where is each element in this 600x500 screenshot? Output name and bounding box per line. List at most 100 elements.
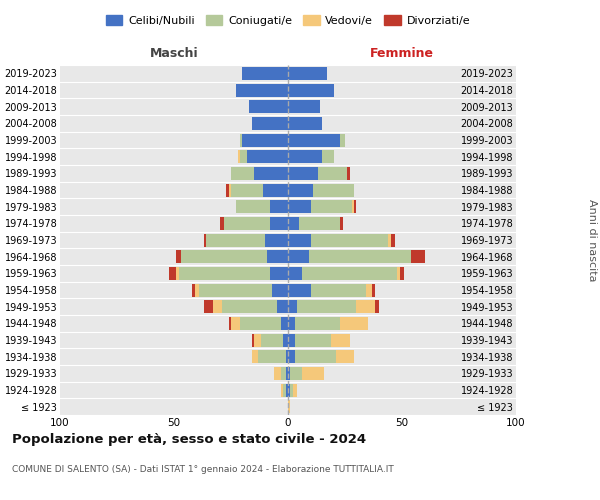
Bar xyxy=(229,184,231,196)
Bar xyxy=(176,250,181,263)
Bar xyxy=(270,217,288,230)
Text: Popolazione per età, sesso e stato civile - 2024: Popolazione per età, sesso e stato civil… xyxy=(12,432,366,446)
Bar xyxy=(263,184,288,196)
Bar xyxy=(311,284,365,296)
Bar xyxy=(288,400,290,413)
Bar xyxy=(247,150,288,163)
Bar xyxy=(336,350,354,363)
Bar xyxy=(251,350,259,363)
Bar xyxy=(259,350,286,363)
Bar xyxy=(288,150,322,163)
Bar xyxy=(222,300,277,313)
Bar xyxy=(254,167,288,180)
Bar xyxy=(352,200,354,213)
Bar xyxy=(288,100,320,113)
Bar xyxy=(288,367,290,380)
Text: Femmine: Femmine xyxy=(370,47,434,60)
Bar xyxy=(317,167,347,180)
Bar xyxy=(340,317,368,330)
Bar xyxy=(224,217,270,230)
Bar xyxy=(308,250,411,263)
Text: Anni di nascita: Anni di nascita xyxy=(587,198,597,281)
Bar xyxy=(322,150,334,163)
Bar xyxy=(302,267,397,280)
Bar xyxy=(194,284,199,296)
Bar xyxy=(400,267,404,280)
Bar xyxy=(236,200,270,213)
Bar xyxy=(272,284,288,296)
Bar xyxy=(288,234,311,246)
Bar xyxy=(286,367,288,380)
Bar xyxy=(356,300,374,313)
Bar xyxy=(295,334,331,346)
Bar xyxy=(231,317,240,330)
Bar xyxy=(231,167,254,180)
Bar xyxy=(249,100,288,113)
Text: Maschi: Maschi xyxy=(149,47,199,60)
Bar xyxy=(288,317,295,330)
Bar xyxy=(288,334,295,346)
Bar xyxy=(340,134,345,146)
Bar xyxy=(288,67,327,80)
Bar xyxy=(290,367,302,380)
Bar xyxy=(288,384,290,396)
Bar xyxy=(365,284,373,296)
Bar xyxy=(311,200,352,213)
Bar xyxy=(288,167,317,180)
Bar xyxy=(283,334,288,346)
Bar xyxy=(254,334,260,346)
Bar xyxy=(169,267,176,280)
Bar xyxy=(203,300,213,313)
Bar xyxy=(265,234,288,246)
Bar xyxy=(242,67,288,80)
Bar xyxy=(231,184,263,196)
Bar xyxy=(411,250,425,263)
Bar xyxy=(397,267,400,280)
Bar xyxy=(251,117,288,130)
Bar xyxy=(281,367,286,380)
Bar xyxy=(373,284,374,296)
Bar xyxy=(179,267,270,280)
Bar xyxy=(288,134,340,146)
Bar xyxy=(391,234,395,246)
Bar xyxy=(274,367,281,380)
Bar xyxy=(203,234,206,246)
Bar xyxy=(286,350,288,363)
Bar xyxy=(260,334,283,346)
Bar xyxy=(299,217,340,230)
Bar xyxy=(240,150,247,163)
Bar xyxy=(213,300,222,313)
Bar xyxy=(288,84,334,96)
Bar xyxy=(374,300,379,313)
Bar xyxy=(226,184,229,196)
Bar xyxy=(388,234,391,246)
Bar xyxy=(199,284,272,296)
Bar xyxy=(293,384,297,396)
Bar xyxy=(281,384,283,396)
Bar xyxy=(288,184,313,196)
Bar xyxy=(192,284,194,296)
Bar xyxy=(251,334,254,346)
Bar xyxy=(288,267,302,280)
Bar xyxy=(206,234,265,246)
Bar xyxy=(288,117,322,130)
Bar xyxy=(268,250,288,263)
Text: COMUNE DI SALENTO (SA) - Dati ISTAT 1° gennaio 2024 - Elaborazione TUTTITALIA.IT: COMUNE DI SALENTO (SA) - Dati ISTAT 1° g… xyxy=(12,466,394,474)
Bar xyxy=(302,367,325,380)
Bar xyxy=(295,317,340,330)
Legend: Celibi/Nubili, Coniugati/e, Vedovi/e, Divorziati/e: Celibi/Nubili, Coniugati/e, Vedovi/e, Di… xyxy=(101,10,475,30)
Bar xyxy=(242,134,288,146)
Bar xyxy=(288,300,297,313)
Bar xyxy=(236,84,288,96)
Bar xyxy=(288,350,295,363)
Bar xyxy=(311,234,388,246)
Bar xyxy=(240,134,242,146)
Bar xyxy=(347,167,350,180)
Bar xyxy=(281,317,288,330)
Bar xyxy=(288,284,311,296)
Bar xyxy=(340,217,343,230)
Bar xyxy=(220,217,224,230)
Bar xyxy=(288,250,308,263)
Bar xyxy=(313,184,354,196)
Bar xyxy=(240,317,281,330)
